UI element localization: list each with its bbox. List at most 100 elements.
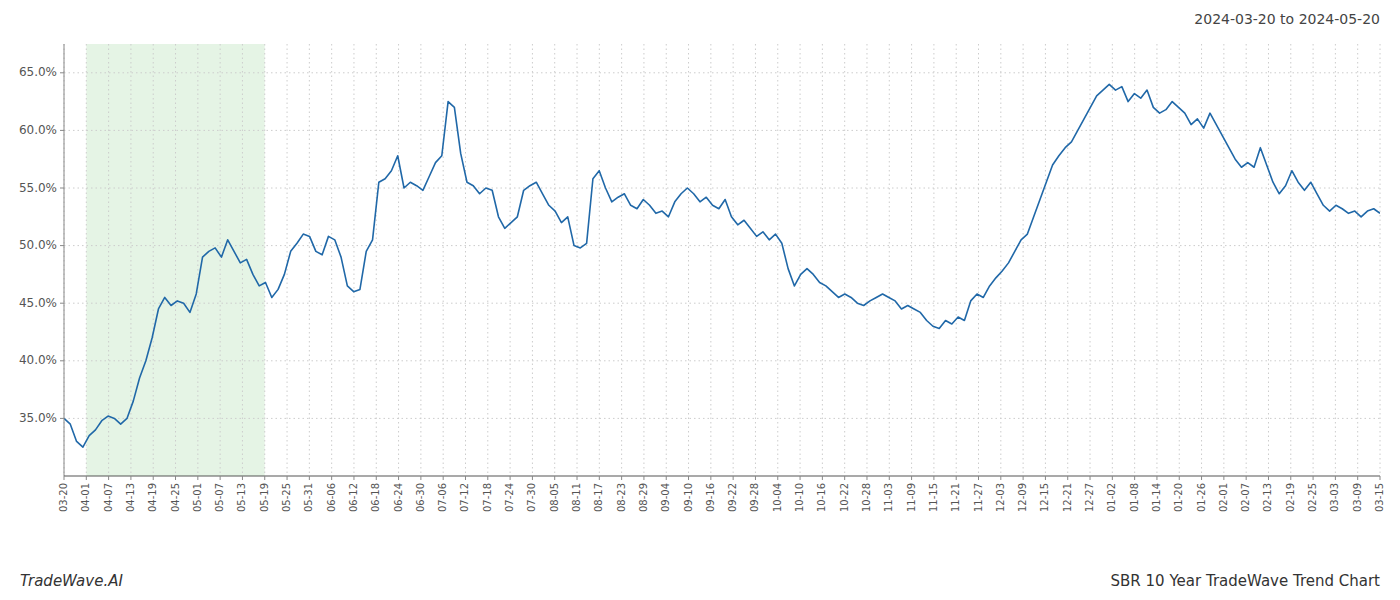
grid-line-x xyxy=(220,44,221,476)
x-tick-label: 01-14 xyxy=(1151,483,1162,512)
series-line xyxy=(64,84,1380,447)
grid-line-x xyxy=(599,44,600,476)
grid-line-y xyxy=(64,72,1380,73)
x-tick xyxy=(1045,476,1046,480)
x-tick xyxy=(532,476,533,480)
x-tick xyxy=(777,476,778,480)
x-tick-label: 12-21 xyxy=(1062,483,1073,512)
x-tick xyxy=(487,476,488,480)
grid-line-x xyxy=(1223,44,1224,476)
grid-line-x xyxy=(643,44,644,476)
x-tick xyxy=(733,476,734,480)
grid-line-x xyxy=(287,44,288,476)
x-tick xyxy=(220,476,221,480)
grid-line-x xyxy=(933,44,934,476)
title: SBR 10 Year TradeWave Trend Chart xyxy=(1111,572,1381,590)
grid-line-x xyxy=(331,44,332,476)
grid-line-x xyxy=(376,44,377,476)
x-tick xyxy=(510,476,511,480)
x-tick xyxy=(1290,476,1291,480)
x-tick xyxy=(1134,476,1135,480)
x-tick xyxy=(844,476,845,480)
grid-line-x xyxy=(86,44,87,476)
x-tick xyxy=(420,476,421,480)
x-tick xyxy=(643,476,644,480)
y-tick-label: 65.0% xyxy=(19,65,57,79)
x-tick-label: 12-09 xyxy=(1017,483,1028,512)
grid-line-y xyxy=(64,245,1380,246)
x-tick xyxy=(554,476,555,480)
x-tick-label: 09-28 xyxy=(749,483,760,512)
x-tick-label: 01-26 xyxy=(1196,483,1207,512)
x-tick xyxy=(933,476,934,480)
grid-line-x xyxy=(777,44,778,476)
x-tick xyxy=(1067,476,1068,480)
x-tick-label: 11-21 xyxy=(950,483,961,512)
x-tick xyxy=(688,476,689,480)
x-tick-label: 09-04 xyxy=(660,483,671,512)
grid-line-x xyxy=(1134,44,1135,476)
x-tick xyxy=(443,476,444,480)
x-tick-label: 05-19 xyxy=(259,483,270,512)
x-tick xyxy=(197,476,198,480)
x-tick-label: 02-13 xyxy=(1262,483,1273,512)
x-tick-label: 10-16 xyxy=(816,483,827,512)
x-tick xyxy=(1335,476,1336,480)
grid-line-x xyxy=(800,44,801,476)
grid-line-x xyxy=(621,44,622,476)
x-tick xyxy=(309,476,310,480)
x-tick-label: 07-12 xyxy=(459,483,470,512)
y-tick-label: 50.0% xyxy=(19,238,57,252)
x-tick xyxy=(287,476,288,480)
x-tick-label: 05-13 xyxy=(236,483,247,512)
x-tick-label: 08-17 xyxy=(593,483,604,512)
x-tick xyxy=(978,476,979,480)
x-tick-label: 11-27 xyxy=(973,483,984,512)
y-tick-label: 60.0% xyxy=(19,123,57,137)
x-tick xyxy=(599,476,600,480)
x-tick-label: 03-20 xyxy=(58,483,69,512)
grid-line-x xyxy=(889,44,890,476)
grid-line-x xyxy=(1156,44,1157,476)
x-tick xyxy=(1223,476,1224,480)
x-tick-label: 05-31 xyxy=(303,483,314,512)
x-tick-label: 12-15 xyxy=(1039,483,1050,512)
grid-line-x xyxy=(1201,44,1202,476)
grid-line-x xyxy=(532,44,533,476)
x-tick-label: 03-15 xyxy=(1374,483,1385,512)
x-tick-label: 02-07 xyxy=(1240,483,1251,512)
x-tick-label: 05-01 xyxy=(192,483,203,512)
grid-line-x xyxy=(1335,44,1336,476)
grid-line-x xyxy=(420,44,421,476)
x-tick xyxy=(353,476,354,480)
grid-line-y xyxy=(64,303,1380,304)
grid-line-x xyxy=(130,44,131,476)
x-tick xyxy=(911,476,912,480)
grid-line-x xyxy=(264,44,265,476)
grid-line-x xyxy=(309,44,310,476)
x-tick xyxy=(1380,476,1381,480)
x-tick xyxy=(1023,476,1024,480)
x-tick xyxy=(1156,476,1157,480)
grid-line-x xyxy=(108,44,109,476)
x-tick xyxy=(956,476,957,480)
x-tick-label: 12-03 xyxy=(995,483,1006,512)
grid-line-y xyxy=(64,418,1380,419)
grid-line-x xyxy=(1067,44,1068,476)
y-axis-line xyxy=(64,44,65,476)
grid xyxy=(64,44,1380,476)
grid-line-y xyxy=(64,188,1380,189)
grid-line-x xyxy=(822,44,823,476)
x-tick xyxy=(577,476,578,480)
x-tick xyxy=(130,476,131,480)
x-tick xyxy=(822,476,823,480)
x-tick-label: 10-10 xyxy=(794,483,805,512)
y-tick-label: 55.0% xyxy=(19,181,57,195)
x-tick xyxy=(153,476,154,480)
x-tick-label: 10-28 xyxy=(861,483,872,512)
y-tick xyxy=(60,245,64,246)
grid-line-x xyxy=(978,44,979,476)
x-tick-label: 07-24 xyxy=(504,483,515,512)
grid-line-x xyxy=(1290,44,1291,476)
x-tick-label: 04-13 xyxy=(125,483,136,512)
